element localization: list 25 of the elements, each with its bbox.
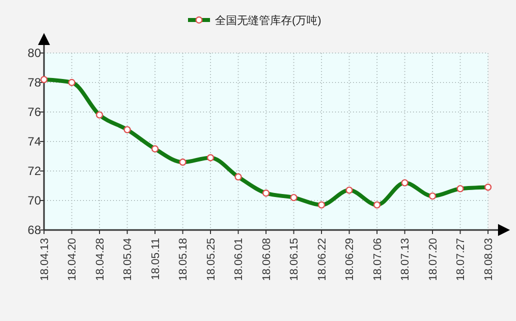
x-tick-label: 18.04.28 [94, 238, 106, 281]
x-tick-label: 18.08.03 [482, 238, 495, 281]
y-tick-label: 70 [28, 194, 42, 208]
x-tick-label: 18.07.27 [455, 238, 468, 281]
y-tick-label: 78 [28, 76, 42, 90]
legend-label: 全国无缝管库存(万吨) [215, 14, 322, 27]
x-tick-label: 18.05.18 [178, 238, 190, 281]
x-tick-label: 18.07.06 [372, 238, 384, 281]
x-tick-label: 18.06.01 [233, 238, 246, 281]
x-tick-label: 18.07.20 [427, 238, 440, 281]
x-tick-label: 18.05.11 [150, 238, 162, 280]
x-tick-label: 18.04.13 [38, 238, 51, 281]
y-tick-label: 72 [28, 164, 42, 178]
y-tick-label: 74 [28, 134, 42, 149]
x-tick-label: 18.05.25 [205, 238, 218, 281]
x-tick-label: 18.04.20 [66, 238, 79, 281]
y-tick-label: 76 [28, 105, 42, 120]
x-tick-label: 18.06.22 [316, 238, 328, 281]
y-tick-label: 80 [28, 46, 42, 60]
x-tick-label: 18.06.15 [288, 238, 301, 281]
y-tick-label: 68 [28, 223, 42, 238]
x-tick-label: 18.06.29 [344, 238, 356, 281]
x-tick-label: 18.05.04 [122, 238, 134, 281]
x-tick-label: 18.07.13 [400, 238, 412, 281]
x-tick-label: 18.06.08 [260, 238, 273, 281]
